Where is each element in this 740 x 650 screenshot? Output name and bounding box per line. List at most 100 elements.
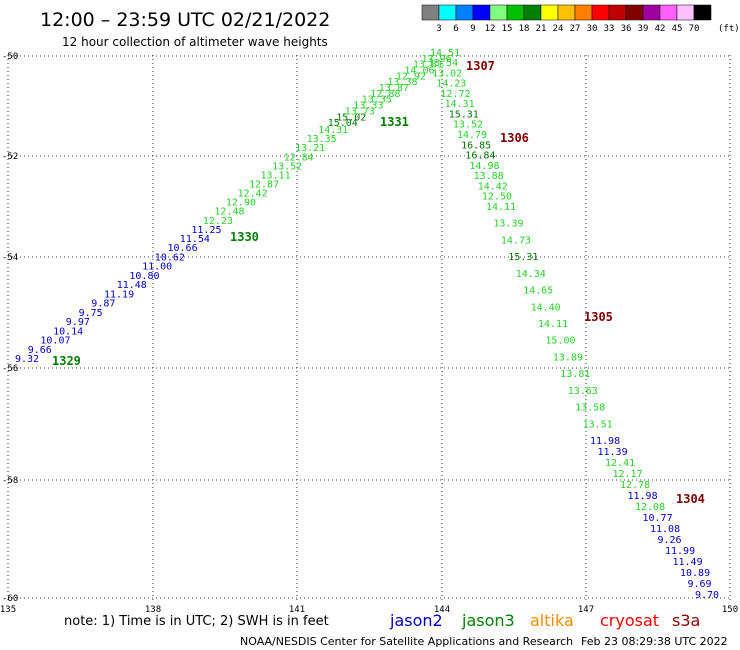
satellite-name-jason3: jason3 (461, 611, 515, 630)
track-time-label: 1307 (466, 59, 495, 73)
wave-height-label: 14.51 (430, 48, 460, 59)
wave-height-label: 14.06 (404, 66, 434, 77)
latitude-tick-label: -58 (2, 476, 18, 486)
wave-height-label: 10.77 (643, 513, 673, 524)
track-time-label: 1331 (380, 115, 409, 129)
legend-bin-label: 6 (453, 24, 458, 34)
wave-height-label: 13.51 (583, 419, 613, 430)
legend-bin-label: 70 (689, 24, 700, 34)
wave-height-label: 15.04 (328, 118, 358, 129)
wave-height-label: 10.89 (680, 568, 710, 579)
wave-height-label: 12.84 (284, 152, 314, 163)
wave-height-label: 12.78 (620, 480, 650, 491)
wave-height-label: 12.41 (605, 458, 635, 469)
color-scale-legend: 3 6 9 12 15 18 21 24 27 30 33 36 39 42 45 70 (421, 4, 712, 34)
wave-height-label: 11.39 (598, 447, 628, 458)
wave-height-label: 10.80 (129, 271, 159, 282)
wave-height-label: 13.89 (553, 352, 583, 363)
legend-swatch (540, 4, 559, 21)
wave-height-label: 9.70 (695, 590, 719, 601)
latitude-tick-label: -54 (2, 253, 18, 263)
legend-bin-label: 21 (536, 24, 547, 34)
wave-height-label: 12.72 (440, 89, 470, 100)
wave-height-label: 9.87 (91, 299, 115, 310)
wave-height-label: 16.85 (461, 140, 491, 151)
wave-height-label: 12.88 (370, 89, 400, 100)
wave-height-label: 12.48 (214, 207, 244, 218)
satellite-name-altika: altika (530, 611, 574, 630)
legend-swatch (421, 4, 440, 21)
wave-height-label: 9.66 (28, 345, 52, 356)
wave-height-label: 14.42 (478, 181, 508, 192)
legend-bin-label: 18 (519, 24, 530, 34)
wave-height-label: 12.08 (635, 502, 665, 513)
wave-height-label: 10.14 (53, 326, 83, 337)
longitude-tick-label: 147 (578, 605, 594, 615)
legend-unit-label: (ft) (718, 24, 740, 34)
wave-height-label: 11.48 (117, 280, 147, 291)
legend-swatch (659, 4, 678, 21)
satellite-key: jason2 jason3 altika cryosat s3a (389, 611, 700, 630)
wave-height-label: 13.39 (493, 219, 523, 230)
wave-height-label: 14.23 (436, 79, 466, 90)
legend-bin-label: 33 (604, 24, 615, 34)
legend-bin-label: 42 (655, 24, 666, 34)
wave-height-label: 9.75 (79, 308, 103, 319)
track-time-label: 1304 (676, 492, 705, 506)
wave-height-label: 10.07 (40, 336, 70, 347)
wave-height-label: 13.63 (568, 386, 598, 397)
wave-height-label: 13.73 (345, 106, 375, 117)
wave-height-label: 13.21 (295, 143, 325, 154)
wave-height-label: 11.08 (650, 524, 680, 535)
legend-swatch (625, 4, 644, 21)
wave-height-label: 15.02 (336, 112, 366, 123)
wave-height-label: 11.54 (180, 234, 210, 245)
track-time-label: 1330 (230, 230, 259, 244)
wave-height-label: 15.31 (508, 252, 538, 263)
wave-height-label: 12.50 (482, 192, 512, 203)
longitude-tick-label: 141 (289, 605, 305, 615)
wave-height-label: 12.42 (238, 189, 268, 200)
wave-height-label: 12.17 (613, 469, 643, 480)
wave-height-label: 13.81 (560, 369, 590, 380)
wave-height-label: 14.11 (486, 202, 516, 213)
wave-height-label: 14.79 (457, 130, 487, 141)
wave-height-label: 13.35 (362, 95, 392, 106)
legend-swatch (591, 4, 610, 21)
wave-height-label: 11.99 (665, 546, 695, 557)
wave-height-label: 12.87 (249, 180, 279, 191)
legend-bin-label: 45 (672, 24, 683, 34)
footnote: note: 1) Time is in UTC; 2) SWH is in fe… (64, 614, 329, 629)
latitude-tick-label: -56 (2, 364, 18, 374)
legend-swatch (642, 4, 661, 21)
credit-line: NOAA/NESDIS Center for Satellite Applica… (240, 635, 573, 648)
satellite-name-jason2: jason2 (389, 611, 443, 630)
wave-height-label: 9.97 (66, 317, 90, 328)
wave-height-label: 14.65 (523, 286, 553, 297)
wave-height-label: 11.25 (191, 225, 221, 236)
wave-height-label: 9.32 (15, 354, 39, 365)
wave-height-label: 10.62 (155, 252, 185, 263)
track-time-label: 1305 (584, 310, 613, 324)
wave-height-label: 14.11 (538, 319, 568, 330)
wave-height-label: 13.35 (307, 134, 337, 145)
legend-swatch (506, 4, 525, 21)
lat-lon-grid (7, 55, 731, 600)
wave-height-label: 13.52 (453, 120, 483, 131)
wave-height-label: 14.98 (469, 161, 499, 172)
wave-height-label: 11.98 (590, 436, 620, 447)
latitude-tick-label: -50 (2, 52, 18, 62)
wave-height-label: 13.96 (422, 54, 452, 65)
longitude-tick-label: 150 (722, 605, 738, 615)
wave-height-label: 12.90 (226, 198, 256, 209)
legend-bin-label: 30 (587, 24, 598, 34)
generated-timestamp: Feb 23 08:29:38 UTC 2022 (581, 635, 728, 648)
legend-swatch (574, 4, 593, 21)
wave-height-label: 13.54 (428, 58, 458, 69)
legend-bin-label: 39 (638, 24, 649, 34)
wave-height-label: 13.38 (387, 77, 417, 88)
legend-swatch (489, 4, 508, 21)
legend-bin-label: 24 (553, 24, 564, 34)
satellite-name-s3a: s3a (672, 611, 700, 630)
